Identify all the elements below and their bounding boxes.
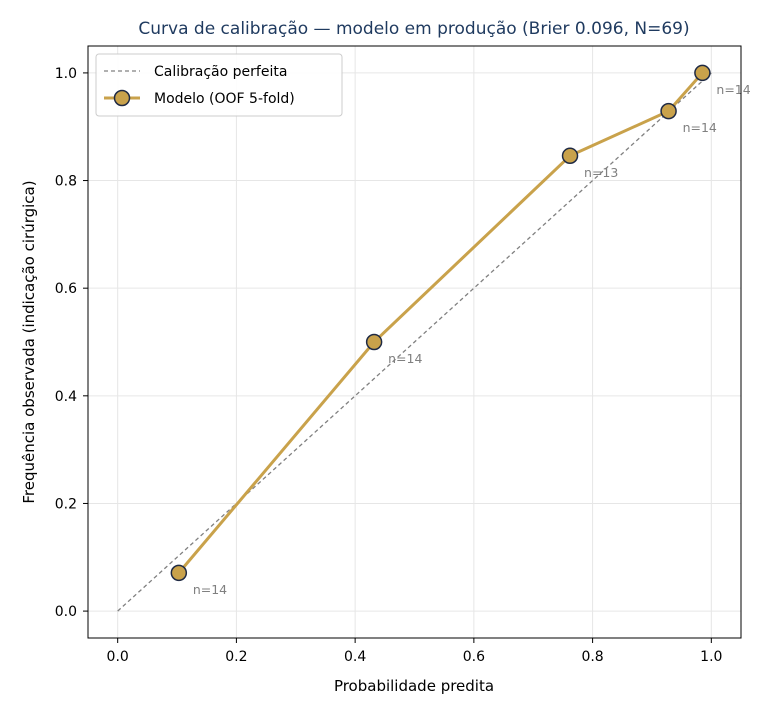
legend-label-model: Modelo (OOF 5-fold) — [154, 91, 295, 107]
x-axis-ticks: 0.0 0.2 0.4 0.6 0.8 1.0 — [107, 638, 722, 665]
legend-box — [95, 53, 343, 117]
y-axis-label: Frequência observada (indicação cirúrgic… — [20, 180, 38, 503]
perfect-calibration-line — [117, 72, 712, 612]
chart-title: Curva de calibração — modelo em produção… — [138, 19, 689, 39]
y-tick-label: 0.0 — [55, 604, 77, 620]
point-count-annotation: n=14 — [683, 120, 717, 135]
y-tick-label: 0.6 — [55, 281, 77, 297]
y-tick-label: 0.8 — [55, 174, 77, 190]
legend-label-perfect-calibration: Calibração perfeita — [154, 64, 287, 80]
y-tick-label: 1.0 — [55, 66, 77, 82]
x-tick-label: 0.0 — [107, 649, 129, 665]
y-tick-label: 0.2 — [55, 496, 77, 512]
x-tick-label: 0.2 — [225, 649, 247, 665]
point-count-annotation: n=13 — [584, 165, 618, 180]
point-count-annotation: n=14 — [193, 582, 227, 597]
model-point — [561, 147, 579, 165]
point-count-annotation: n=14 — [716, 82, 750, 97]
x-axis-label: Probabilidade predita — [334, 677, 494, 695]
x-tick-label: 0.8 — [581, 649, 603, 665]
x-tick-label: 0.6 — [463, 649, 485, 665]
y-axis-ticks: 0.0 0.2 0.4 0.6 0.8 1.0 — [55, 66, 88, 620]
model-point — [660, 102, 677, 120]
x-tick-label: 0.4 — [344, 649, 366, 665]
model-point — [170, 564, 188, 582]
legend-marker-model — [113, 89, 131, 107]
series-layer: n=14 n=14 n=13 n=14 n=14 — [117, 64, 751, 612]
model-point — [694, 64, 711, 82]
point-count-annotation: n=14 — [388, 351, 422, 366]
legend: Calibração perfeita Modelo (OOF 5-fold) — [95, 53, 343, 117]
model-point — [365, 333, 383, 351]
x-tick-label: 1.0 — [700, 649, 722, 665]
model-calibration-line — [177, 71, 704, 574]
plot-frame — [87, 45, 742, 639]
y-tick-label: 0.4 — [55, 389, 77, 405]
